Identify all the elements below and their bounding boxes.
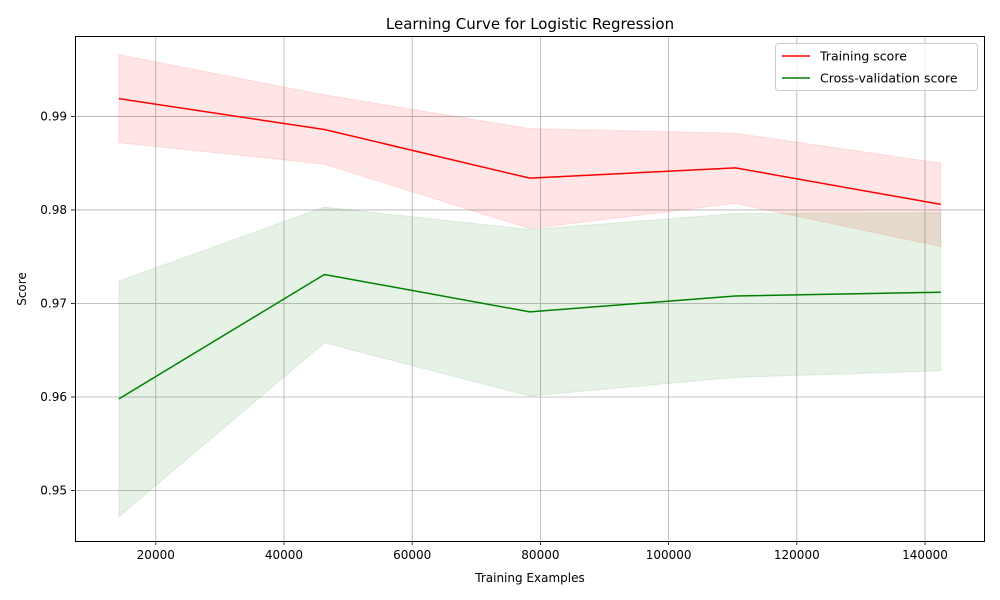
line-cross-validation — [118, 273, 941, 400]
legend-label-training: Training score — [819, 49, 907, 64]
x-tick-label: 80000 — [521, 548, 559, 562]
legend-label-cross-validation: Cross-validation score — [820, 71, 958, 86]
y-tick-label: 0.97 — [40, 296, 67, 310]
x-tick-label: 120000 — [774, 548, 820, 562]
line-training — [118, 97, 941, 206]
y-axis-ticks: 0.95 0.96 0.97 0.98 0.99 — [40, 109, 75, 498]
y-axis-label: Score — [15, 272, 29, 306]
legend: Training score Cross-validation score — [775, 43, 978, 91]
grid — [75, 36, 984, 541]
band-cross-validation — [118, 206, 942, 518]
y-tick-label: 0.95 — [40, 484, 67, 498]
y-tick-label: 0.96 — [40, 390, 67, 404]
confidence-bands — [118, 54, 942, 518]
x-tick-label: 100000 — [646, 548, 692, 562]
chart-title: Learning Curve for Logistic Regression — [386, 15, 674, 33]
y-tick-label: 0.99 — [40, 109, 67, 123]
x-tick-label: 60000 — [393, 548, 431, 562]
series-lines — [118, 97, 941, 400]
y-tick-label: 0.98 — [40, 203, 67, 217]
x-tick-label: 140000 — [902, 548, 948, 562]
legend-box — [775, 43, 978, 91]
x-tick-label: 40000 — [265, 548, 303, 562]
x-axis-label: Training Examples — [474, 571, 584, 585]
x-axis-ticks: 20000 40000 60000 80000 100000 120000 140000 — [137, 541, 948, 562]
band-training — [118, 54, 942, 248]
plot-frame — [75, 36, 985, 542]
x-tick-label: 20000 — [137, 548, 175, 562]
